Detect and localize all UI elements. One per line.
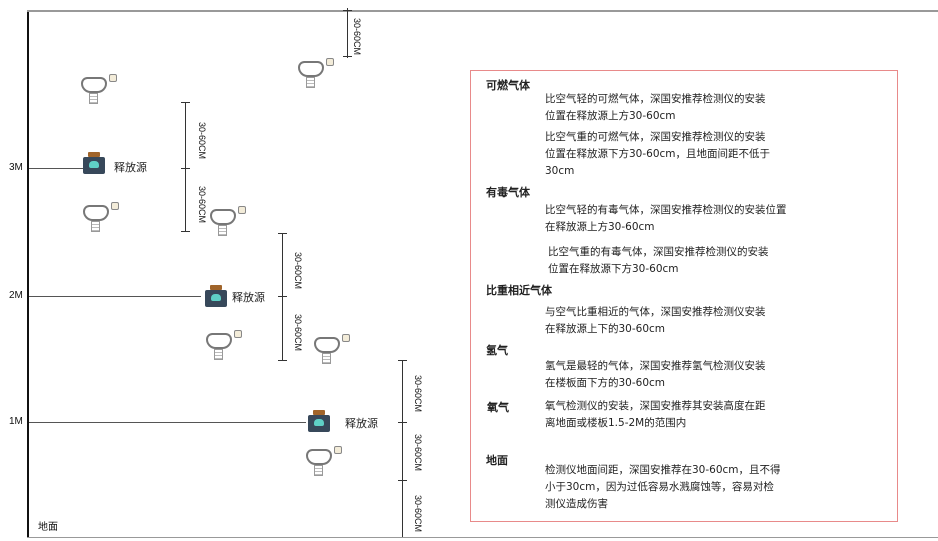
text-line: 比空气重的可燃气体，深国安推荐检测仪的安装 [545,131,766,143]
text-toxic-heavy: 比空气重的有毒气体，深国安推荐检测仪的安装 位置在释放源下方30-60cm [548,244,769,278]
dimension-label: 30-60CM [197,186,207,224]
dimension-label: 30-60CM [413,434,423,472]
dimension-label: 30-60CM [352,18,362,56]
level-2m-line [29,296,201,297]
text-line: 位置在释放源下方30-60cm [548,263,679,275]
gas-detector-icon [79,74,119,104]
heading-combustible: 可燃气体 [486,79,530,92]
text-line: 在释放源上下的30-60cm [545,323,666,335]
release-source-icon [205,285,227,307]
dimension-line [343,8,352,58]
level-3m-line [29,168,83,169]
text-line: 小于30cm，因为过低容易水溅腐蚀等，容易对检 [545,481,774,493]
wall-line [27,10,29,538]
release-source-label: 释放源 [345,417,378,430]
text-line: 氧气检测仪的安装，深国安推荐其安装高度在距 [545,400,766,412]
text-line: 检测仪地面间距，深国安推荐在30-60cm，且不得 [545,464,781,476]
text-hydrogen: 氢气是最轻的气体，深国安推荐氢气检测仪安装 在楼板面下方的30-60cm [545,358,766,392]
gas-detector-icon [204,330,244,360]
text-ground: 检测仪地面间距，深国安推荐在30-60cm，且不得 小于30cm，因为过低容易水溅… [545,462,781,513]
legend-box [470,70,898,522]
text-combustible-heavy: 比空气重的可燃气体，深国安推荐检测仪的安装 位置在释放源下方30-60cm，且地面… [545,129,770,180]
text-line: 在释放源上方30-60cm [545,221,655,233]
floor-line [27,537,938,538]
dimension-line [278,233,287,361]
text-line: 在楼板面下方的30-60cm [545,377,666,389]
dimension-label: 30-60CM [413,375,423,413]
text-combustible-light: 比空气轻的可燃气体，深国安推荐检测仪的安装 位置在释放源上方30-60cm [545,91,766,125]
dimension-label: 30-60CM [293,252,303,290]
release-source-label: 释放源 [232,291,265,304]
gas-detector-icon [312,334,352,364]
heading-hydrogen: 氢气 [486,344,508,357]
dimension-label: 30-60CM [413,495,423,533]
text-line: 与空气比重相近的气体，深国安推荐检测仪安装 [545,306,766,318]
text-similar: 与空气比重相近的气体，深国安推荐检测仪安装 在释放源上下的30-60cm [545,304,766,338]
release-source-icon [308,410,330,432]
gas-detector-icon [208,206,248,236]
dimension-line [398,360,407,537]
level-1m-line [29,422,306,423]
dimension-line [181,102,190,232]
dimension-label: 30-60CM [293,314,303,352]
text-line: 离地面或楼板1.5-2M的范围内 [545,417,687,429]
text-line: 氢气是最轻的气体，深国安推荐氢气检测仪安装 [545,360,766,372]
text-toxic-light: 比空气轻的有毒气体，深国安推荐检测仪的安装位置 在释放源上方30-60cm [545,202,787,236]
heading-oxygen: 氧气 [487,401,509,414]
release-source-label: 释放源 [114,161,147,174]
release-source-icon [83,152,105,174]
level-2m: 2M [9,290,23,301]
text-line: 比空气轻的可燃气体，深国安推荐检测仪的安装 [545,93,766,105]
text-oxygen: 氧气检测仪的安装，深国安推荐其安装高度在距 离地面或楼板1.5-2M的范围内 [545,398,766,432]
text-line: 位置在释放源上方30-60cm [545,110,676,122]
level-3m: 3M [9,162,23,173]
level-1m: 1M [9,416,23,427]
heading-ground: 地面 [486,454,508,467]
text-line: 30cm [545,165,575,177]
gas-detector-icon [304,446,344,476]
text-line: 比空气重的有毒气体，深国安推荐检测仪的安装 [548,246,769,258]
ground-label: 地面 [38,522,58,533]
heading-similar: 比重相近气体 [486,284,552,297]
heading-toxic: 有毒气体 [486,186,530,199]
dimension-label: 30-60CM [197,122,207,160]
ceiling-line [27,10,938,12]
text-line: 比空气轻的有毒气体，深国安推荐检测仪的安装位置 [545,204,787,216]
text-line: 测仪造成伤害 [545,498,608,510]
gas-detector-icon [81,202,121,232]
text-line: 位置在释放源下方30-60cm，且地面间距不低于 [545,148,771,160]
gas-detector-icon [296,58,336,88]
